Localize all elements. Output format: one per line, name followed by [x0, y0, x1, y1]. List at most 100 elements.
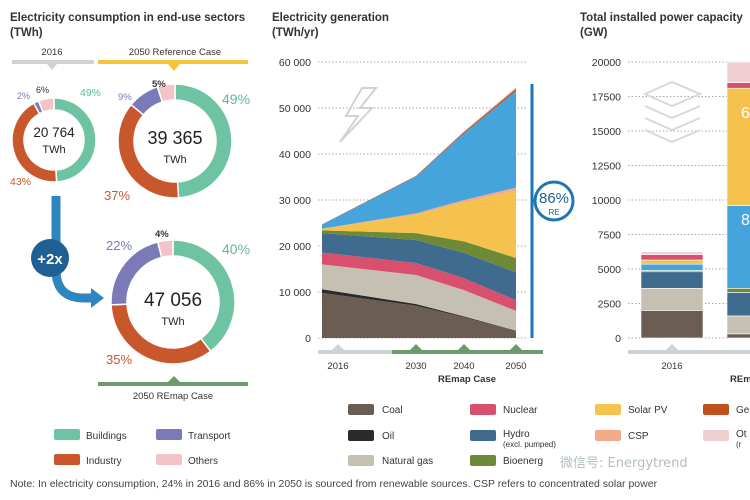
- donut-2050-ref-unit: TWh: [163, 154, 186, 166]
- cap-bar-bioenergy: [726, 288, 750, 293]
- gen-legend-hydro-swatch: [470, 430, 496, 441]
- gen-area-oil: [322, 289, 516, 332]
- re-share-value: 86%: [539, 190, 569, 207]
- capacity-x-band: [628, 350, 750, 354]
- capacity-bar-label-2: 8: [741, 212, 750, 229]
- gen-legend-nuclear: Nuclear: [503, 405, 538, 416]
- cap-bar-hydro: [726, 292, 750, 317]
- gen-legend-bio: Bioenerg: [503, 456, 543, 467]
- gen-legend-geo-swatch: [703, 404, 729, 415]
- panel1-title: Electricity consumption in end-use secto…: [10, 12, 245, 24]
- gen-legend-gas: Natural gas: [382, 456, 433, 467]
- cap-bar-natural-gas: [640, 288, 704, 311]
- band-2050-ref-label: 2050 Reference Case: [129, 47, 221, 58]
- footnote: Note: In electricity consumption, 24% in…: [10, 478, 658, 490]
- cap-bar-coal: [640, 310, 704, 339]
- gen-area-nuclear: [322, 252, 516, 311]
- panel3-title: Total installed power capacity: [580, 12, 743, 24]
- gen-legend-coal: Coal: [382, 405, 403, 416]
- gen-legend-csp-swatch: [595, 430, 621, 441]
- band-2050-ref-pointer: [168, 64, 180, 71]
- panel1-subtitle: (TWh): [10, 27, 43, 39]
- gen-x-tick-2050: 2050: [505, 361, 526, 372]
- donut-2016-unit: TWh: [42, 144, 65, 156]
- panel2-title: Electricity generation: [272, 12, 389, 24]
- watermark: 微信号: Energytrend: [560, 456, 688, 471]
- band-2050-remap: [98, 382, 248, 386]
- cap-bar-natural-gas: [726, 315, 750, 335]
- growth-arrow-head: [91, 288, 104, 308]
- gen-legend-hydro: Hydro: [503, 429, 530, 440]
- donut-2050-ref-transport-pct: 9%: [118, 92, 132, 103]
- cap-y-tick: 7500: [598, 230, 622, 242]
- legend-others-swatch: [156, 454, 182, 465]
- gen-x-tick-2030: 2030: [405, 361, 426, 372]
- generation-stacked-areas: [322, 86, 516, 338]
- legend-industry-swatch: [54, 454, 80, 465]
- band-2050-remap-pointer: [168, 376, 180, 382]
- generation-y-axis: 0 10 000 20 000 30 000 40 000 50 000 60 000: [279, 57, 311, 345]
- band-2016-pointer: [47, 64, 57, 70]
- donut-2050-ref-industry-pct: 37%: [104, 188, 130, 203]
- donut-slice-others: [156, 239, 174, 259]
- donut-2050-remap-unit: TWh: [161, 316, 184, 328]
- band-2016: [12, 60, 94, 64]
- capacity-bars: [640, 61, 750, 339]
- cap-bar-other: [640, 251, 704, 255]
- donut-2050-ref: [117, 83, 233, 199]
- cap-bar-wind: [640, 263, 704, 271]
- legend-transport-swatch: [156, 429, 182, 440]
- gen-legend-nuclear-swatch: [470, 404, 496, 415]
- gen-legend-hydro-sub: (excl. pumped): [503, 440, 556, 449]
- cap-bar-hydro: [640, 271, 704, 289]
- capacity-stack-icon: [642, 80, 703, 144]
- gen-legend-other-swatch: [703, 430, 729, 441]
- capacity-y-axis: 20000 17500 15000 12500 10000 7500 5000 2500 0: [592, 57, 621, 345]
- donut-2050-ref-total: 39 365: [147, 128, 202, 148]
- donut-slice-industry: [117, 103, 180, 199]
- donut-2016: [11, 97, 97, 183]
- re-share-badge: [533, 180, 575, 222]
- gen-y-tick: 60 000: [279, 57, 311, 69]
- donut-2016-buildings-pct: 49%: [80, 87, 101, 99]
- donut-2050-remap-industry-pct: 35%: [106, 352, 132, 367]
- gen-y-tick: 0: [305, 333, 311, 345]
- gen-legend-oil: Oil: [382, 431, 394, 442]
- tick-pointer-2016: [332, 344, 344, 350]
- re-share-sub: RE: [548, 208, 559, 217]
- tick-pointer-2050: [510, 344, 522, 350]
- gen-y-tick: 20 000: [279, 241, 311, 253]
- multiplier-badge: [31, 239, 69, 277]
- gen-legend-coal-swatch: [348, 404, 374, 415]
- cap-y-tick: 17500: [592, 92, 621, 104]
- legend-buildings-label: Buildings: [86, 431, 127, 442]
- gen-legend-geo: Ge: [736, 405, 750, 416]
- cap-x-tick-2016: 2016: [661, 361, 682, 372]
- capacity-bar-label-1: 6: [741, 105, 750, 122]
- gen-legend-pv: Solar PV: [628, 405, 668, 416]
- cap-y-tick: 0: [615, 333, 621, 345]
- gen-area-coal: [322, 292, 516, 338]
- multiplier-text: +2x: [37, 251, 63, 268]
- gen-legend-bio-swatch: [470, 455, 496, 466]
- donut-2050-ref-others-pct: 5%: [152, 79, 166, 90]
- cap-y-tick: 15000: [592, 126, 621, 138]
- gen-legend-other-sub: (r: [736, 440, 742, 449]
- tick-pointer-2030: [410, 344, 422, 350]
- cap-bar-solar-pv: [640, 259, 704, 265]
- donut-2016-others-pct: 6%: [36, 85, 49, 95]
- capacity-tick-pointer-2016: [666, 344, 678, 350]
- donut-2050-ref-buildings-pct: 49%: [222, 91, 250, 107]
- gen-area-solar-pv: [322, 190, 516, 258]
- donut-2016-total: 20 764: [33, 125, 75, 140]
- gen-legend-csp: CSP: [628, 431, 649, 442]
- gen-area-natural-gas: [322, 264, 516, 331]
- cap-y-tick: 12500: [592, 161, 621, 173]
- cap-bar-other: [726, 61, 750, 84]
- gen-legend-oil-swatch: [348, 430, 374, 441]
- gen-y-tick: 40 000: [279, 149, 311, 161]
- donut-slice-others: [156, 83, 176, 103]
- donut-slice-industry: [11, 102, 58, 183]
- gen-legend-other: Ot: [736, 429, 747, 440]
- lightning-icon: [339, 87, 379, 143]
